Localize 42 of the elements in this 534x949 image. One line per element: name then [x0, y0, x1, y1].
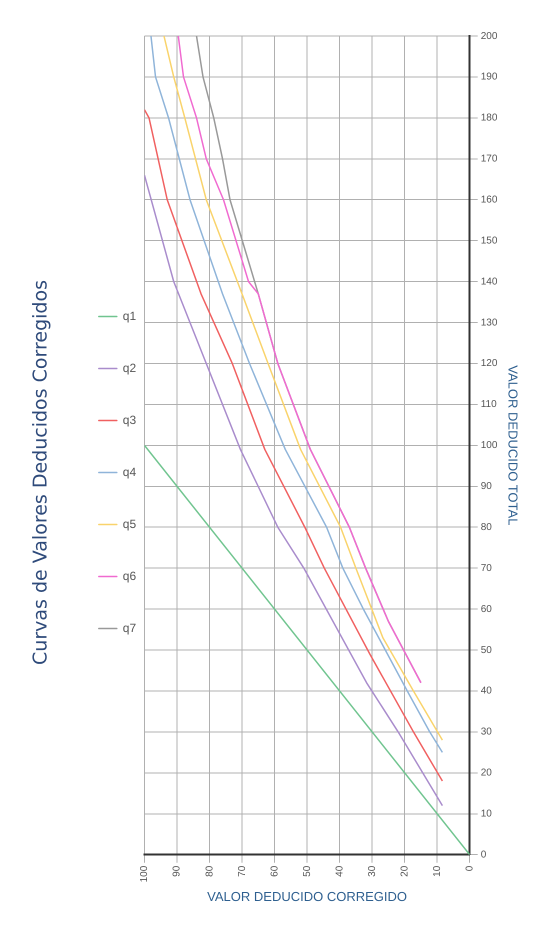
- x-tick-label: 0: [464, 865, 476, 872]
- y-tick-label: 50: [480, 644, 492, 656]
- y-tick-label: 160: [480, 194, 498, 206]
- y-tick-label: 60: [480, 604, 492, 615]
- x-tick-label: 50: [302, 865, 313, 877]
- x-tick-label: 60: [269, 865, 280, 877]
- y-tick-label: 180: [480, 112, 498, 124]
- legend-label: q1: [122, 308, 136, 323]
- y-tick-label: 30: [480, 726, 492, 738]
- y-tick-label: 140: [480, 276, 498, 288]
- y-tick-label: 70: [480, 562, 492, 574]
- text: Curvas de Valores Deducidos Corregidos: [29, 280, 52, 665]
- y-tick-label: 190: [480, 72, 498, 83]
- x-tick-label: 100: [139, 865, 150, 882]
- x-tick-label: 20: [399, 865, 410, 877]
- y-tick-label: 120: [480, 358, 498, 370]
- y-tick-label: 20: [480, 768, 492, 779]
- y-tick-label: 90: [480, 481, 492, 492]
- x-axis-title: VALOR DEDUCIDO CORREGIDO: [207, 888, 408, 904]
- legend-label: q5: [122, 516, 136, 531]
- legend-label: q6: [122, 568, 136, 583]
- y-tick-label: 100: [480, 440, 498, 452]
- y-tick-label: 150: [480, 235, 498, 246]
- y-tick-label: 0: [480, 849, 487, 860]
- legend-label: q4: [122, 464, 136, 479]
- legend-label: q7: [122, 620, 136, 635]
- x-tick-label: 90: [172, 865, 183, 877]
- y-tick-label: 110: [480, 399, 498, 410]
- y-tick-label: 170: [480, 154, 498, 165]
- y-tick-label: 10: [480, 808, 492, 820]
- y-tick-label: 80: [480, 522, 492, 533]
- y-tick-label: 200: [480, 30, 498, 42]
- y-tick-label: 130: [480, 317, 498, 328]
- legend-label: q3: [122, 412, 136, 427]
- x-tick-label: 80: [204, 865, 216, 877]
- y-axis-title: VALOR DEDUCIDO TOTAL: [506, 365, 521, 526]
- x-tick-label: 10: [432, 865, 443, 877]
- legend-label: q2: [122, 360, 136, 375]
- x-tick-label: 40: [334, 865, 346, 877]
- x-tick-label: 30: [366, 865, 378, 877]
- y-tick-label: 40: [480, 686, 492, 697]
- x-tick-label: 70: [236, 865, 248, 877]
